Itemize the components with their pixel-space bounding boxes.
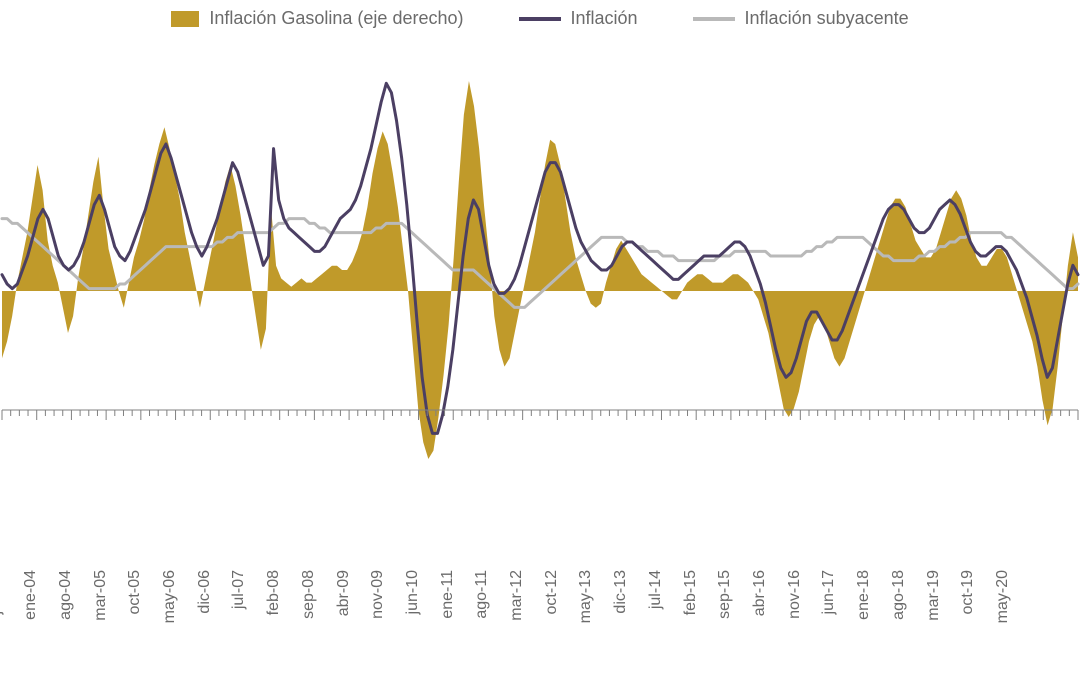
x-axis-ticks	[2, 410, 1078, 420]
x-axis-label: ene-18	[855, 570, 873, 660]
x-axis-label: jun-10	[404, 570, 422, 660]
x-axis-label: mar-19	[925, 570, 943, 660]
inflation-chart: Inflación Gasolina (eje derecho) Inflaci…	[0, 0, 1080, 675]
x-axis-label: abr-09	[335, 570, 353, 660]
x-axis-label: feb-08	[265, 570, 283, 660]
series-gasolina-area	[2, 81, 1078, 459]
x-axis-label: ago-11	[473, 570, 491, 660]
x-axis-label: may-13	[577, 570, 595, 660]
x-axis-label: nov-09	[369, 570, 387, 660]
x-axis-label: mar-05	[92, 570, 110, 660]
x-axis-label: jun-17	[820, 570, 838, 660]
x-axis-label: jul-14	[647, 570, 665, 660]
x-axis-label: dic-06	[196, 570, 214, 660]
x-axis-label: ago-04	[57, 570, 75, 660]
x-axis-label: may-06	[161, 570, 179, 660]
x-axis-label: dic-13	[612, 570, 630, 660]
x-axis-label: sep-15	[716, 570, 734, 660]
x-axis-label: ene-04	[22, 570, 40, 660]
x-axis-label: may-20	[994, 570, 1012, 660]
x-axis-label: oct-05	[126, 570, 144, 660]
x-axis-label: ene-11	[439, 570, 457, 660]
x-axis-label: jul-07	[230, 570, 248, 660]
x-axis-label: sep-08	[300, 570, 318, 660]
x-axis-label: mar-12	[508, 570, 526, 660]
x-axis-label: ago-18	[890, 570, 908, 660]
x-axis-label: oct-19	[959, 570, 977, 660]
x-axis-label: nov-16	[786, 570, 804, 660]
x-axis-label: abr-16	[751, 570, 769, 660]
x-axis-label: jun-03	[0, 570, 5, 660]
x-axis-label: feb-15	[682, 570, 700, 660]
x-axis-label: oct-12	[543, 570, 561, 660]
